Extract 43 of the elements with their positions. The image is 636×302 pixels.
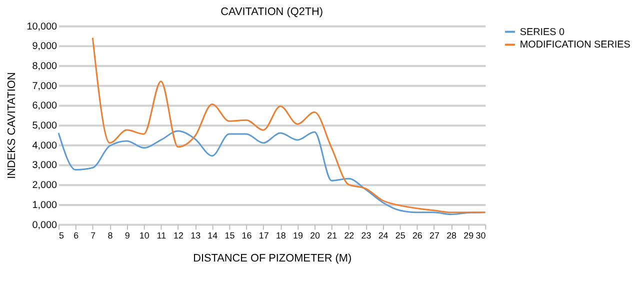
- line-series: [92, 37, 486, 214]
- y-tick-label: 2,000: [32, 180, 58, 192]
- x-tick-label: 13: [190, 230, 201, 241]
- legend-label: MODIFICATION SERIES: [520, 40, 631, 51]
- x-tick-label: 9: [124, 230, 130, 241]
- x-tick-label: 12: [174, 230, 184, 241]
- x-tick-label: 10: [139, 230, 150, 241]
- x-tick-label: 21: [327, 230, 338, 241]
- y-tick-label: 9,000: [32, 41, 58, 52]
- y-tick-label: 10,000: [26, 21, 58, 32]
- x-tick-label: 5: [59, 230, 64, 241]
- x-tick-label: 7: [90, 230, 96, 241]
- y-tick-label: 5,000: [32, 120, 58, 132]
- x-tick-label: 25: [395, 230, 406, 241]
- x-tick-label: 11: [156, 230, 166, 241]
- x-tick-label: 18: [276, 230, 286, 241]
- y-tick-label: 8,000: [32, 61, 58, 72]
- legend-label: SERIES 0: [520, 26, 565, 38]
- x-tick-label: 14: [208, 230, 218, 241]
- x-tick-label: 24: [378, 230, 388, 241]
- y-tick-label: 4,000: [32, 140, 58, 152]
- x-tick-label: 27: [430, 230, 440, 241]
- x-tick-label: 22: [344, 230, 354, 241]
- x-tick-label: 17: [258, 230, 269, 241]
- y-tick-label: 1,000: [32, 200, 58, 211]
- x-tick-label: 23: [361, 230, 372, 241]
- x-tick-label: 26: [412, 230, 422, 241]
- chart-title: CAVITATION (Q2TH): [220, 6, 324, 18]
- y-tick-label: 0,000: [32, 220, 58, 231]
- y-axis-title: INDEKS CAVITATION: [6, 72, 18, 179]
- x-tick-label: 19: [292, 230, 303, 241]
- x-tick-label: 6: [74, 230, 79, 241]
- x-axis-title: DISTANCE OF PIZOMETER (M): [193, 252, 352, 264]
- x-tick-label: 28: [446, 230, 457, 241]
- x-tick-label: 8: [108, 230, 113, 241]
- y-tick-label: 6,000: [32, 100, 58, 112]
- x-tick-label: 29: [464, 230, 474, 241]
- x-tick-label: 16: [242, 230, 252, 241]
- y-tick-label: 7,000: [32, 80, 58, 92]
- x-tick-label: 20: [310, 230, 320, 241]
- x-tick-label: 15: [224, 230, 235, 241]
- x-tick-label: 30: [476, 230, 486, 241]
- y-tick-label: 3,000: [32, 160, 58, 172]
